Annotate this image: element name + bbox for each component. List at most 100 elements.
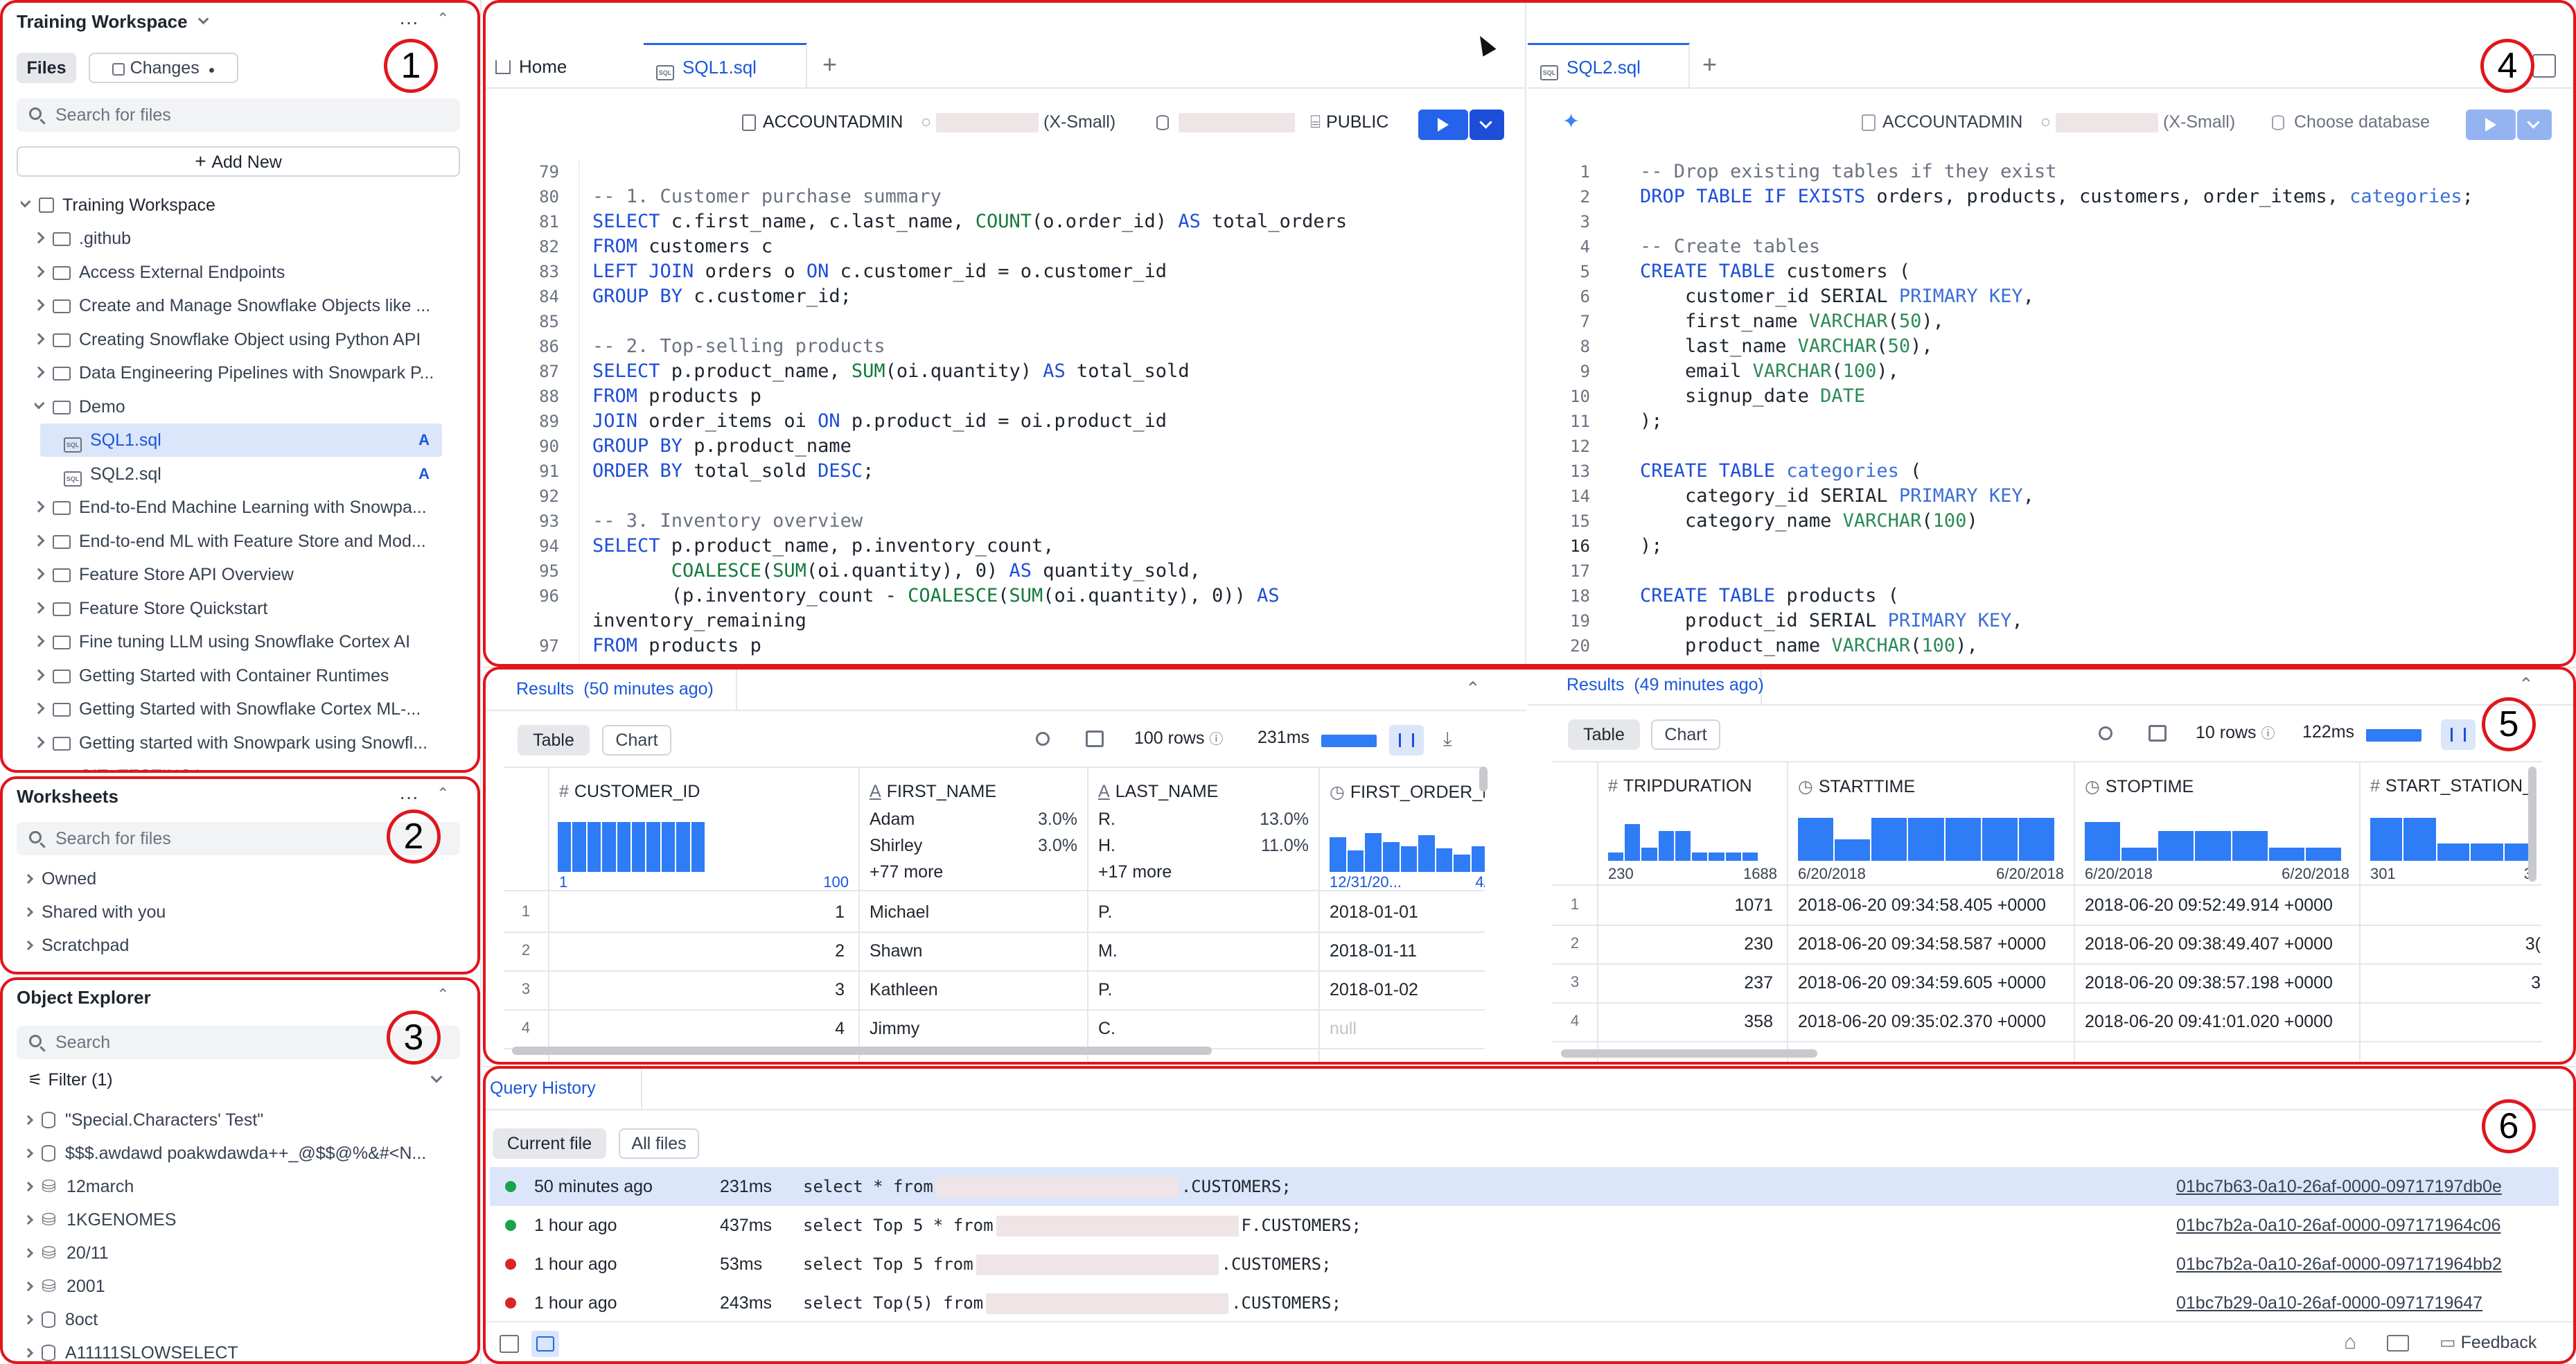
database-selector[interactable]	[1156, 108, 1295, 136]
query-id-link[interactable]: 01bc7b2a-0a10-26af-0000-097171964bb2	[2176, 1254, 2502, 1274]
horizontal-scrollbar[interactable]	[1561, 1049, 1817, 1058]
tree-folder[interactable]: GIT_TESTING1	[35, 760, 459, 773]
role-selector[interactable]: ACCOUNTADMIN	[1862, 108, 2022, 136]
chart-view-button[interactable]: Chart	[602, 725, 671, 755]
table-view-button[interactable]: Table	[1568, 719, 1640, 750]
column-header[interactable]: # TRIPDURATION	[1608, 776, 1752, 796]
tree-folder[interactable]: Create and Manage Snowflake Objects like…	[35, 289, 459, 322]
code-editor-1[interactable]: 79 80 -- 1. Customer purchase summary 81 SEL…	[483, 159, 1526, 665]
tree-folder[interactable]: Getting started with Snowpark using Snow…	[35, 726, 459, 760]
collapse-icon[interactable]: ⌃	[436, 986, 450, 1003]
explorer-item[interactable]: ⛁ 2001	[25, 1270, 455, 1303]
workspace-search-input[interactable]: Search for files	[17, 98, 460, 132]
schema-selector[interactable]: ⌸ PUBLIC	[1310, 112, 1389, 132]
horizontal-scrollbar[interactable]	[512, 1047, 1212, 1055]
home-icon[interactable]: ⌂	[2344, 1331, 2357, 1354]
column-header[interactable]: A FIRST_NAME	[870, 782, 996, 802]
sparkle-icon[interactable]: ✦	[1562, 110, 1580, 133]
stats-toggle-icon[interactable]	[1389, 725, 1424, 755]
search-icon[interactable]	[1036, 732, 1050, 746]
column-header[interactable]: ◷FIRST_ORDER_DATE	[1330, 782, 1485, 803]
tab-sql2[interactable]: SQL SQL2.sql	[1528, 43, 1690, 87]
worksheets-search-input[interactable]: Search for files	[17, 822, 460, 855]
toggle-sidebar-icon[interactable]	[500, 1335, 519, 1353]
search-icon[interactable]	[2099, 726, 2112, 740]
collapse-icon[interactable]: ⌃	[436, 785, 450, 802]
tree-folder[interactable]: End-to-end ML with Feature Store and Mod…	[35, 525, 459, 558]
add-new-button[interactable]: + Add New	[17, 146, 460, 177]
table-view-button[interactable]: Table	[518, 725, 590, 755]
vertical-scrollbar[interactable]	[2528, 767, 2537, 882]
column-header[interactable]: A LAST_NAME	[1098, 782, 1218, 802]
tree-folder[interactable]: Fine tuning LLM using Snowflake Cortex A…	[35, 625, 459, 658]
feedback-button[interactable]: ▭ Feedback	[2440, 1333, 2537, 1352]
code-editor-2[interactable]: 1 -- Drop existing tables if they exist 2 D…	[1528, 159, 2576, 665]
vertical-scrollbar[interactable]	[1479, 767, 1488, 792]
explorer-item[interactable]: $$$.awdawd poakwdawda++_@$$@%&#<N...	[25, 1137, 455, 1170]
tree-folder[interactable]: Feature Store Quickstart	[35, 592, 459, 625]
run-options-button[interactable]	[2517, 110, 2552, 140]
new-tab-button[interactable]: +	[1702, 50, 1718, 78]
query-id-link[interactable]: 01bc7b29-0a10-26af-0000-0971719647	[2176, 1293, 2483, 1313]
tree-folder[interactable]: Creating Snowflake Object using Python A…	[35, 323, 459, 356]
history-row[interactable]: 50 minutes ago 231ms select * from .CUSTOME…	[490, 1167, 2559, 1206]
results-tab[interactable]: Results (50 minutes ago)	[516, 679, 714, 699]
role-selector[interactable]: ACCOUNTADMIN	[742, 108, 903, 136]
tab-sql1[interactable]: SQL SQL1.sql	[644, 43, 807, 87]
files-tab[interactable]: Files	[17, 53, 76, 83]
run-button[interactable]	[1418, 110, 1468, 140]
column-header[interactable]: ◷ STOPTIME	[2085, 776, 2194, 797]
explorer-item[interactable]: 8oct	[25, 1303, 455, 1336]
tree-folder[interactable]: Data Engineering Pipelines with Snowpark…	[35, 356, 459, 390]
split-view-icon[interactable]	[2532, 54, 2556, 78]
tree-folder[interactable]: Demo	[35, 390, 459, 423]
column-header[interactable]: # CUSTOMER_ID	[559, 782, 700, 802]
query-history-tab[interactable]: Query History	[490, 1078, 596, 1098]
query-id-link[interactable]: 01bc7b2a-0a10-26af-0000-097171964c06	[2176, 1216, 2501, 1235]
download-icon[interactable]: ⤓	[1443, 728, 1452, 749]
history-row[interactable]: 1 hour ago 437ms select Top 5 * from F.CUST…	[490, 1206, 2559, 1245]
explorer-item[interactable]: A11111SLOWSELECT	[25, 1336, 455, 1364]
tab-home[interactable]: Home	[483, 44, 642, 89]
warehouse-selector[interactable]: ○ (X-Small)	[921, 112, 1116, 133]
worksheets-item[interactable]: Scratchpad	[25, 929, 441, 962]
workspace-title[interactable]: Training Workspace	[17, 11, 217, 33]
query-id-link[interactable]: 01bc7b63-0a10-26af-0000-09717197db0e	[2176, 1177, 2502, 1196]
tree-folder[interactable]: .github	[35, 222, 459, 255]
more-options-icon[interactable]: ···	[399, 786, 418, 807]
tree-folder[interactable]: Getting Started with Snowflake Cortex ML…	[35, 692, 459, 726]
columns-icon[interactable]	[2149, 725, 2167, 742]
more-options-icon[interactable]: ···	[399, 11, 418, 33]
filter-dropdown[interactable]: ⚟ Filter (1)	[28, 1070, 457, 1090]
tree-file[interactable]: SQL SQL2.sql A	[40, 457, 442, 491]
changes-tab[interactable]: Changes ●	[89, 53, 238, 83]
tree-folder[interactable]: End-to-End Machine Learning with Snowpa.…	[35, 491, 459, 524]
close-icon[interactable]: ⌃	[2518, 674, 2534, 694]
worksheets-item[interactable]: Owned	[25, 862, 441, 895]
explorer-item[interactable]: ⛁ 20/11	[25, 1236, 455, 1270]
database-selector[interactable]: Choose database	[2272, 108, 2430, 136]
history-row[interactable]: 1 hour ago 53ms select Top 5 from .CUSTOMER…	[490, 1245, 2559, 1284]
toggle-bottom-panel-icon[interactable]	[531, 1331, 559, 1357]
keyboard-icon[interactable]	[2387, 1335, 2409, 1352]
warehouse-selector[interactable]: ○ (X-Small)	[2040, 112, 2236, 133]
chart-view-button[interactable]: Chart	[1651, 719, 1720, 750]
column-header[interactable]: # START_STATION_	[2370, 776, 2532, 796]
new-tab-button[interactable]: +	[822, 50, 838, 78]
explorer-item[interactable]: ⛁ 12march	[25, 1170, 455, 1203]
stats-toggle-icon[interactable]	[2441, 719, 2476, 750]
tree-folder[interactable]: Getting Started with Container Runtimes	[35, 659, 459, 692]
collapse-icon[interactable]: ⌃	[436, 10, 450, 27]
worksheets-item[interactable]: Shared with you	[25, 895, 441, 929]
explorer-item[interactable]: "Special.Characters' Test"	[25, 1103, 455, 1137]
tree-folder[interactable]: Access External Endpoints	[35, 256, 459, 289]
column-header[interactable]: ◷ STARTTIME	[1798, 776, 1915, 797]
tree-root[interactable]: Training Workspace	[21, 189, 464, 222]
results-tab[interactable]: Results (49 minutes ago)	[1567, 675, 1764, 694]
columns-icon[interactable]	[1086, 731, 1104, 747]
explorer-item[interactable]: ⛁ 1KGENOMES	[25, 1203, 455, 1236]
all-files-filter[interactable]: All files	[619, 1128, 699, 1159]
history-row[interactable]: 1 hour ago 243ms select Top(5) from .CUSTOM…	[490, 1284, 2559, 1322]
tree-folder[interactable]: Feature Store API Overview	[35, 558, 459, 591]
run-button[interactable]	[2466, 110, 2516, 140]
